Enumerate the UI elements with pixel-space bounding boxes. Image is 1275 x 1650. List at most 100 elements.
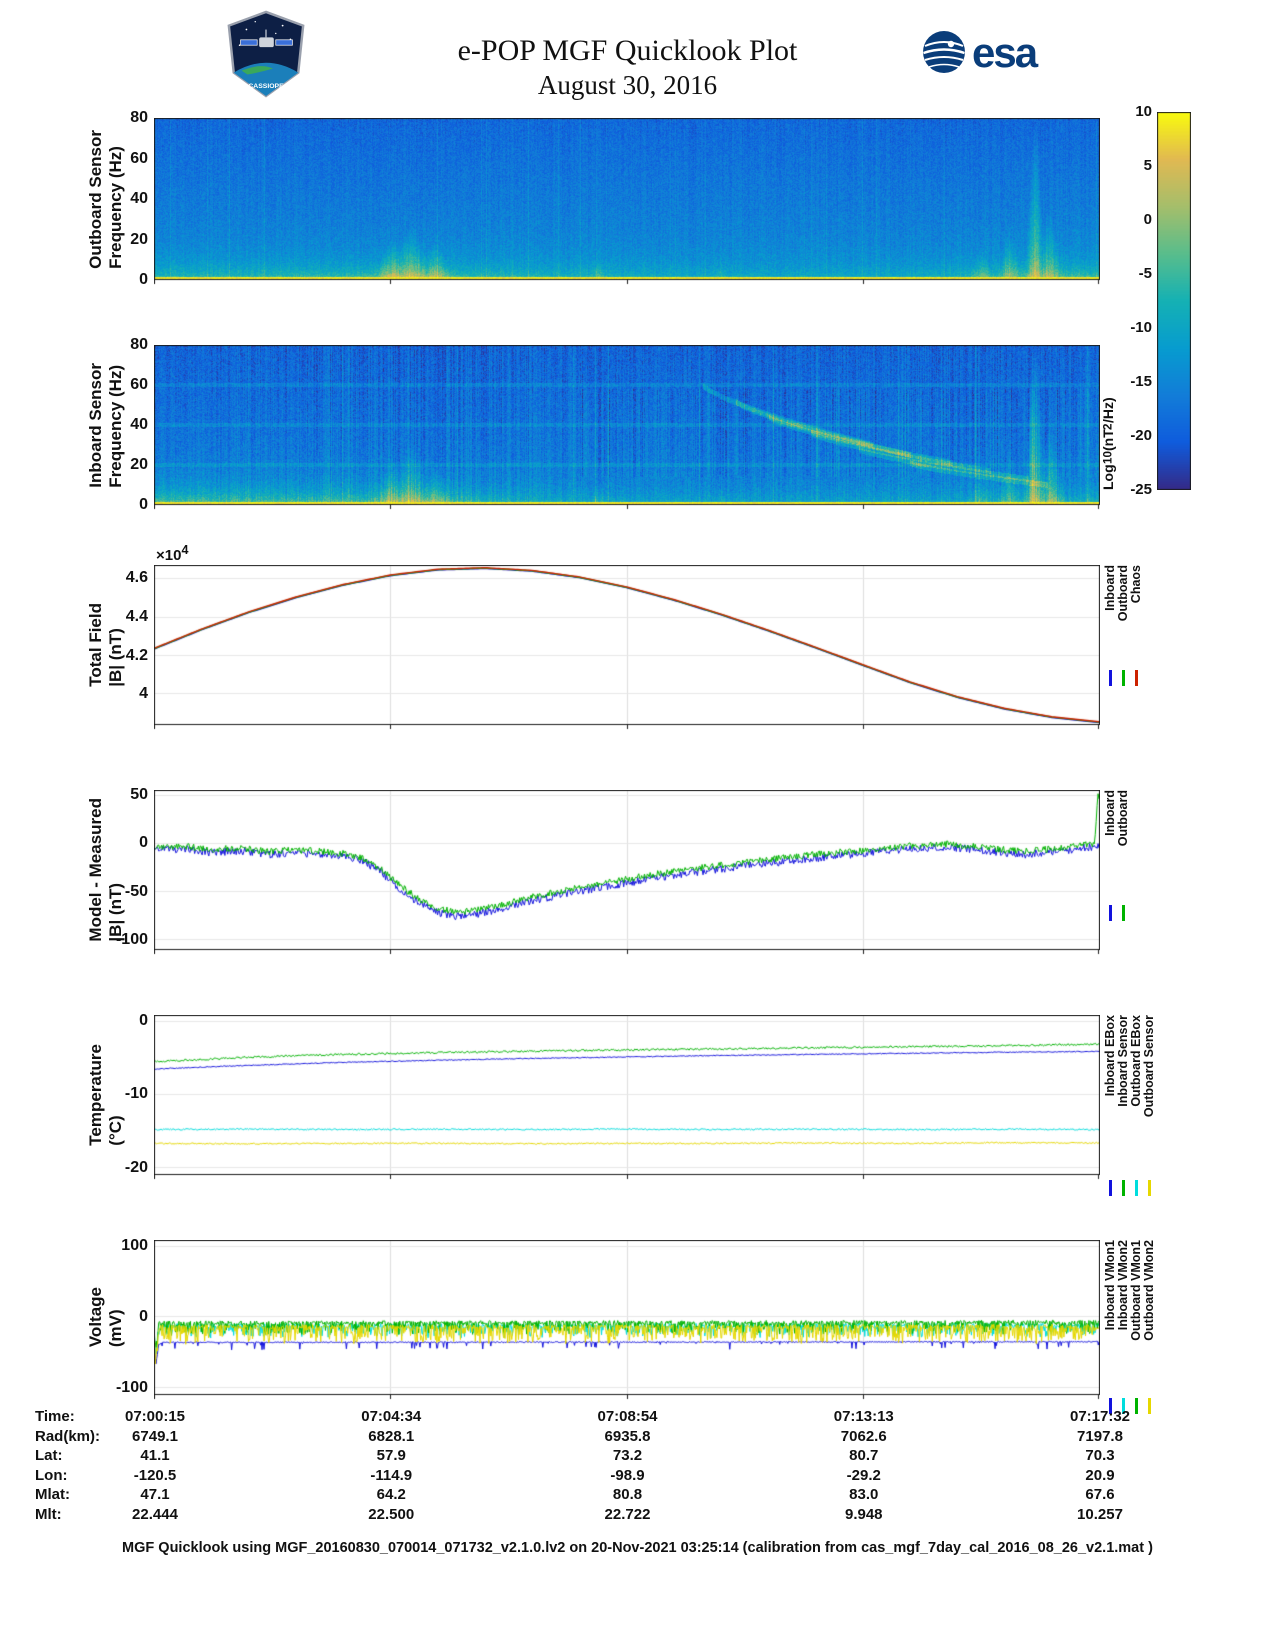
- ylabel-text: Model - Measured |B| (nT): [86, 798, 126, 942]
- ytick-label: 40: [130, 190, 148, 207]
- ytick-label: 40: [130, 416, 148, 433]
- ephemeris-row-label: Time:: [35, 1408, 75, 1425]
- legend-entry: Outboard: [1116, 790, 1130, 995]
- ephemeris-value: 07:08:54: [597, 1408, 658, 1425]
- ytick-label: 0: [139, 1307, 148, 1325]
- legend-entry: Inboard VMon2: [1116, 1240, 1130, 1440]
- legend-entry: Chaos: [1129, 565, 1143, 770]
- legend-line-sample: [1135, 1398, 1138, 1414]
- legend-entry: Inboard: [1103, 790, 1117, 995]
- legend-line-sample: [1109, 1398, 1112, 1414]
- colorbar-tick-label: -5: [1138, 265, 1152, 282]
- legend-entry: Outboard EBox: [1129, 1015, 1143, 1220]
- ephemeris-value: 20.9: [1085, 1466, 1115, 1484]
- ytick-label: 60: [130, 149, 148, 167]
- ytick-label: 0: [139, 834, 148, 852]
- ephemeris-row-label: Lon:: [35, 1466, 68, 1484]
- colorbar-label-post: /Hz): [1100, 397, 1116, 424]
- ephemeris-value: 7062.6: [840, 1427, 887, 1445]
- colorbar: [1157, 112, 1191, 490]
- ytick-label: 80: [130, 109, 148, 126]
- ephemeris-value: -114.9: [370, 1466, 413, 1484]
- ylabel-line-0: Model - Measured: [86, 798, 105, 942]
- ephemeris-value: -98.9: [610, 1466, 645, 1484]
- colorbar-ticks: 10 5 0 -5 -10 -15 -20 -25: [1116, 0, 1152, 1650]
- ephemeris-row-label: Mlat:: [35, 1486, 70, 1504]
- ephemeris-value: 80.7: [849, 1447, 879, 1465]
- colorbar-tick-label: 10: [1135, 103, 1152, 120]
- ytick-label: -50: [124, 882, 148, 900]
- ephemeris-value: 6749.1: [132, 1427, 178, 1445]
- legend-line-sample: [1109, 905, 1112, 921]
- ephemeris-value: 22.500: [368, 1506, 415, 1523]
- ephemeris-value: 22.722: [604, 1506, 651, 1523]
- colorbar-tick-label: -20: [1130, 427, 1152, 444]
- esa-logo-icon: esa: [923, 29, 1041, 76]
- colorbar-label-mid: (nT: [1100, 429, 1116, 452]
- legend-line-sample: [1109, 670, 1112, 686]
- ytick-label: 4: [139, 685, 148, 703]
- ephemeris-value: 9.948: [844, 1506, 883, 1523]
- ephemeris-value: 64.2: [376, 1486, 406, 1504]
- title-block: e-POP MGF Quicklook Plot August 30, 2016: [155, 34, 1100, 102]
- legend-entry: Outboard VMon2: [1142, 1240, 1156, 1440]
- ephemeris-value: 22.444: [132, 1506, 178, 1523]
- colorbar-tick-label: -10: [1130, 319, 1152, 336]
- ephemeris-value: -29.2: [846, 1466, 881, 1484]
- ytick-label: 100: [121, 1236, 148, 1254]
- ephemeris-value: 6828.1: [368, 1427, 415, 1445]
- legend-entry: Inboard Sensor: [1116, 1015, 1130, 1220]
- ephemeris-value: 6935.8: [604, 1427, 651, 1445]
- ephemeris-value: 07:17:32: [1069, 1408, 1131, 1425]
- colorbar-tick-label: 5: [1143, 157, 1152, 174]
- colorbar-label-sub: 10: [1101, 451, 1115, 465]
- colorbar-tick-label: -25: [1130, 481, 1152, 498]
- footer-text: MGF Quicklook using MGF_20160830_070014_…: [122, 1540, 1153, 1556]
- ytick-label: 0: [139, 271, 148, 288]
- colorbar-label-pre: Log: [1100, 464, 1116, 490]
- ytick-label: 4.2: [125, 646, 148, 664]
- ylabel-model_measured: Model - Measured |B| (nT): [86, 790, 126, 950]
- page-date: August 30, 2016: [537, 70, 718, 100]
- ytick-label: -100: [115, 1378, 148, 1396]
- esa-logo-text: esa: [972, 29, 1039, 76]
- ytick-label: 50: [130, 785, 148, 803]
- total_field-legend: Inboard Outboard Chaos: [1103, 565, 1143, 770]
- legend-entry: Outboard Sensor: [1142, 1015, 1156, 1220]
- legend-line-sample: [1122, 1398, 1125, 1414]
- temperature-canvas: [154, 1015, 1100, 1180]
- ytick-label: 0: [139, 496, 148, 513]
- colorbar-tick-label: 0: [1143, 211, 1152, 228]
- ephemeris-row-label: Lat:: [35, 1447, 63, 1465]
- ephemeris-value: 57.9: [376, 1447, 406, 1465]
- page-title: e-POP MGF Quicklook Plot: [457, 34, 798, 67]
- legend-line-sample: [1122, 905, 1125, 921]
- voltage-legend: Inboard VMon1 Inboard VMon2 Outboard VMon1…: [1103, 1240, 1156, 1440]
- ephemeris-value: 67.6: [1085, 1486, 1115, 1504]
- temperature-legend: Inboard EBox Inboard Sensor Outboard EBox O…: [1103, 1015, 1156, 1220]
- ytick-label: 4.4: [125, 608, 148, 626]
- ephemeris-value: 80.8: [612, 1486, 643, 1504]
- colorbar-tick-label: -15: [1130, 373, 1152, 390]
- ytick-label: -100: [115, 931, 148, 949]
- ephemeris-row-label: Mlt:: [35, 1506, 62, 1523]
- legend-line-sample: [1122, 1180, 1125, 1196]
- model_measured-legend: Inboard Outboard: [1103, 790, 1130, 995]
- outboard_spectrogram-canvas: [154, 118, 1100, 285]
- ephemeris-value: -120.5: [133, 1466, 177, 1484]
- axis-exponent-label: ×104: [156, 543, 189, 564]
- total_field-canvas: [154, 565, 1100, 730]
- legend-line-sample: [1148, 1398, 1151, 1414]
- ytick-label: -20: [124, 1158, 148, 1176]
- cassiope-logo-icon: CASSIOPE: [227, 10, 305, 98]
- legend-entry: Outboard: [1116, 565, 1130, 770]
- legend-entry: Inboard EBox: [1103, 1015, 1117, 1220]
- ephemeris-value: 07:04:34: [361, 1408, 422, 1425]
- ytick-label: -10: [124, 1085, 148, 1103]
- cassiope-mission-patch: CASSIOPE: [222, 10, 310, 98]
- voltage-canvas: [154, 1240, 1100, 1400]
- ephemeris-row-label: Rad(km):: [35, 1427, 101, 1445]
- legend-line-sample: [1135, 1180, 1138, 1196]
- ytick-label: 4.6: [125, 569, 148, 587]
- ephemeris-value: 41.1: [140, 1447, 170, 1465]
